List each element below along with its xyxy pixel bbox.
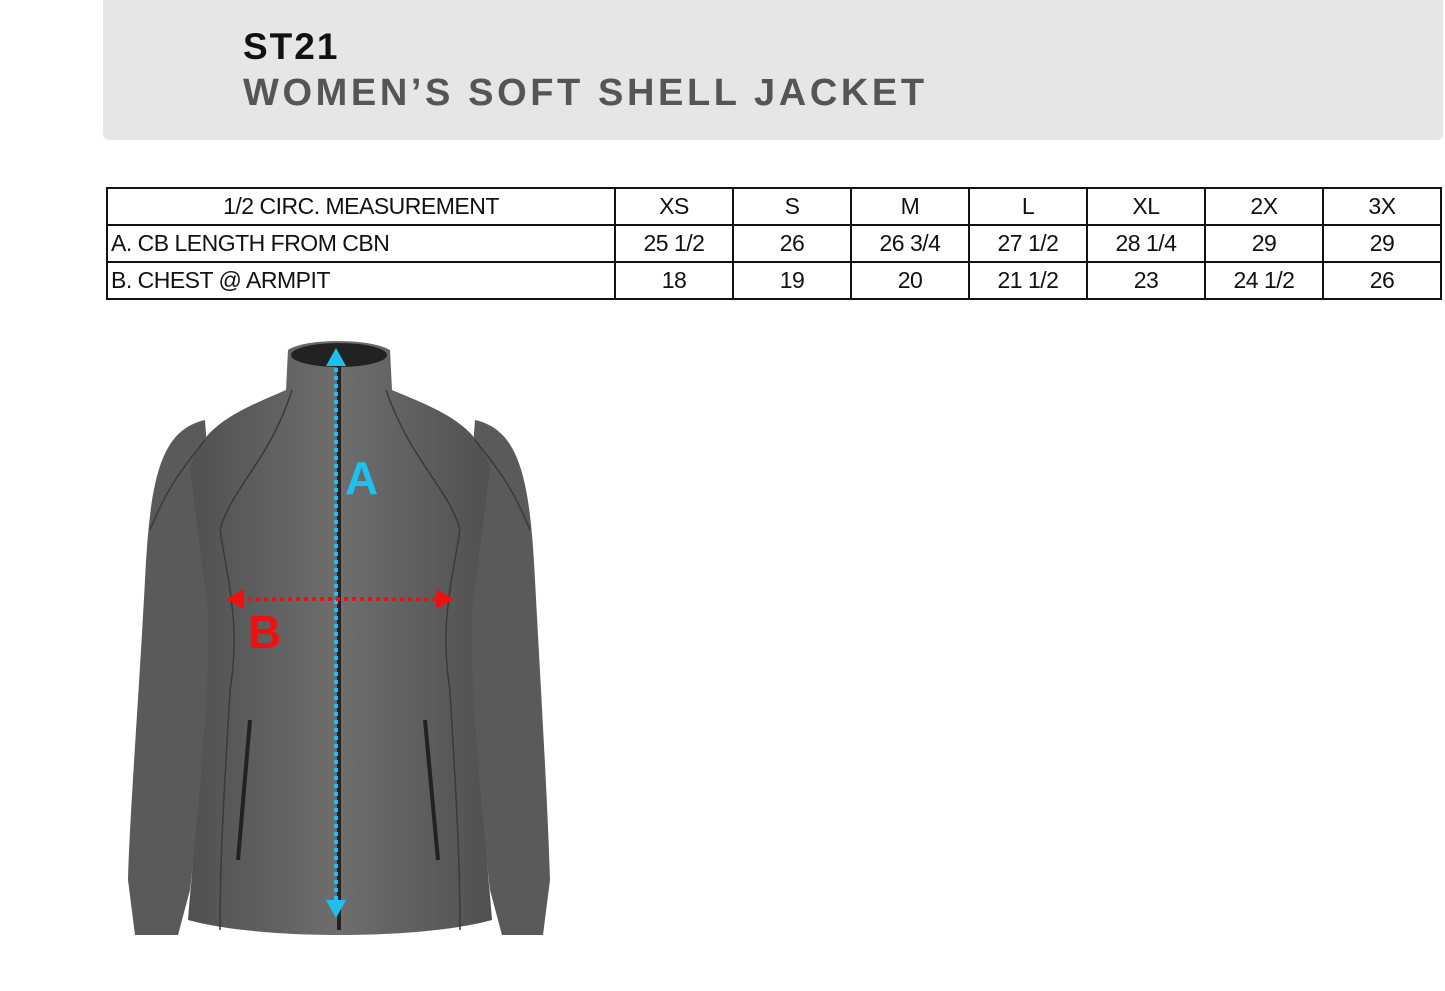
measurement-b-arrow: [226, 589, 454, 609]
label-a: A: [345, 452, 378, 504]
column-header: S: [732, 187, 852, 226]
table-cell: 20: [850, 261, 970, 300]
product-code: ST21: [243, 26, 340, 67]
table-row: A. CB LENGTH FROM CBN 25 1/2 26 26 3/4 2…: [106, 224, 1442, 263]
table-cell: 19: [732, 261, 852, 300]
table-cell: 21 1/2: [968, 261, 1088, 300]
measurement-a-arrow: [326, 348, 346, 918]
table-header-row: 1/2 CIRC. MEASUREMENT XS S M L XL 2X 3X: [106, 187, 1442, 226]
table-cell: 26: [1322, 261, 1442, 300]
column-header: 2X: [1204, 187, 1324, 226]
column-header: L: [968, 187, 1088, 226]
column-header: XS: [614, 187, 734, 226]
label-b: B: [248, 606, 281, 658]
table-cell: 23: [1086, 261, 1206, 300]
size-chart-table: 1/2 CIRC. MEASUREMENT XS S M L XL 2X 3X …: [106, 187, 1442, 300]
column-header: M: [850, 187, 970, 226]
table-cell: 26: [732, 224, 852, 263]
row-label: B. CHEST @ ARMPIT: [106, 261, 616, 300]
table-row: B. CHEST @ ARMPIT 18 19 20 21 1/2 23 24 …: [106, 261, 1442, 300]
column-header: XL: [1086, 187, 1206, 226]
column-header: 3X: [1322, 187, 1442, 226]
table-cell: 29: [1204, 224, 1324, 263]
table-cell: 25 1/2: [614, 224, 734, 263]
table-cell: 26 3/4: [850, 224, 970, 263]
table-cell: 18: [614, 261, 734, 300]
column-header: 1/2 CIRC. MEASUREMENT: [106, 187, 616, 226]
table-cell: 24 1/2: [1204, 261, 1324, 300]
row-label: A. CB LENGTH FROM CBN: [106, 224, 616, 263]
jacket-diagram: A B: [128, 341, 550, 935]
table-cell: 28 1/4: [1086, 224, 1206, 263]
jacket-illustration: [128, 341, 550, 935]
product-title: WOMEN’S SOFT SHELL JACKET: [243, 72, 928, 114]
table-cell: 29: [1322, 224, 1442, 263]
table-cell: 27 1/2: [968, 224, 1088, 263]
header-banner: ST21 WOMEN’S SOFT SHELL JACKET: [103, 0, 1443, 140]
